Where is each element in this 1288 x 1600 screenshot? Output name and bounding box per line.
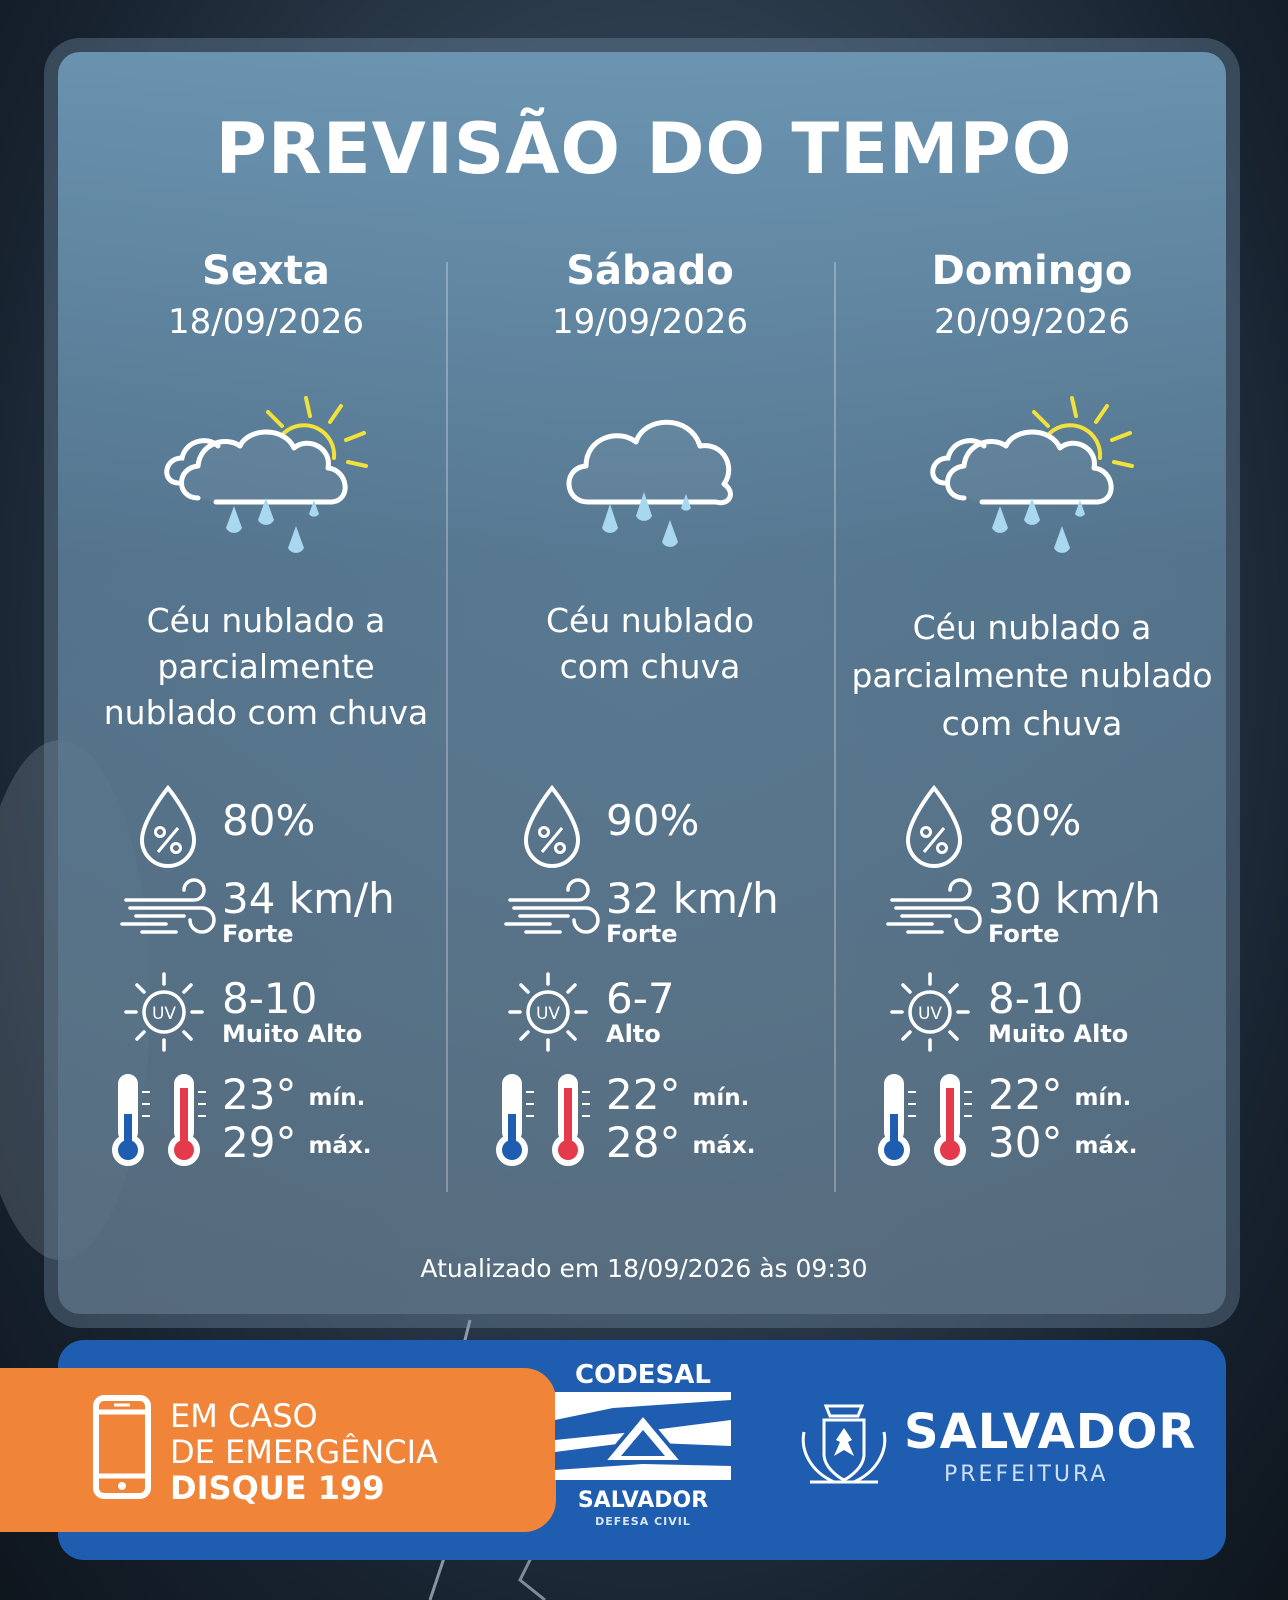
salvador-logo-subtitle: PREFEITURA <box>944 1462 1109 1487</box>
temp-max-label: máx. <box>692 1132 756 1159</box>
wind-icon <box>886 878 982 934</box>
humidity-metric: 80% <box>106 782 446 872</box>
day-column: Sábado 19/09/2026 Céu nublado com chuva … <box>460 248 840 1166</box>
uv-index-value: 6-7 <box>606 974 675 1023</box>
codesal-logo-city: SALVADOR <box>577 1488 709 1513</box>
temp-max-row: 28° máx. <box>606 1120 756 1169</box>
humidity-metric: 90% <box>490 782 830 872</box>
wind-icon <box>120 878 216 934</box>
prefeitura-salvador-logo: SALVADOR PREFEITURA <box>794 1392 1195 1496</box>
temperature-metric: 23° mín. 29° máx. <box>106 1070 446 1170</box>
uv-metric: UV 8-10 Muito Alto <box>872 970 1212 1060</box>
wind-label: Forte <box>606 920 678 948</box>
uv-label: Muito Alto <box>988 1020 1129 1048</box>
temp-max-label: máx. <box>1074 1132 1138 1159</box>
wind-metric: 34 km/h Forte <box>106 870 446 960</box>
temp-max-row: 30° máx. <box>988 1120 1138 1169</box>
wind-metric: 32 km/h Forte <box>490 870 830 960</box>
thermometer-icon <box>496 1074 590 1166</box>
defesa-civil-emblem-icon <box>555 1392 731 1480</box>
day-description: Céu nublado com chuva <box>545 601 755 686</box>
humidity-value: 90% <box>606 796 700 845</box>
temp-min-label: mín. <box>308 1084 366 1111</box>
day-column: Sexta 18/09/2026 Céu nublado a parcialme… <box>76 248 456 1166</box>
day-name: Sábado <box>566 248 734 294</box>
humidity-drop-icon <box>523 784 581 868</box>
emergency-phone-number: DISQUE 199 <box>170 1469 385 1507</box>
temperature-metric: 22° mín. 30° máx. <box>872 1070 1212 1170</box>
wind-label: Forte <box>988 920 1060 948</box>
wind-speed-value: 34 km/h <box>222 874 395 923</box>
uv-sun-icon: UV <box>890 972 970 1052</box>
page-title: PREVISÃO DO TEMPO <box>215 108 1073 190</box>
uv-sun-icon: UV <box>508 972 588 1052</box>
salvador-logo-name: SALVADOR <box>904 1404 1197 1460</box>
wind-label: Forte <box>222 920 294 948</box>
temp-min-label: mín. <box>692 1084 750 1111</box>
humidity-value: 80% <box>988 796 1082 845</box>
cloud-sun-rain-icon <box>164 396 368 553</box>
humidity-drop-icon <box>139 784 197 868</box>
wind-metric: 30 km/h Forte <box>872 870 1212 960</box>
temperature-metric: 22° mín. 28° máx. <box>490 1070 830 1170</box>
day-name: Sexta <box>202 248 330 294</box>
updated-timestamp: Atualizado em 18/09/2026 às 09:30 <box>420 1254 868 1283</box>
thermometer-icon <box>112 1074 206 1166</box>
smartphone-icon <box>93 1395 151 1499</box>
day-date: 19/09/2026 <box>552 302 748 342</box>
uv-icon-text: UV <box>536 1004 560 1024</box>
uv-index-value: 8-10 <box>988 974 1084 1023</box>
temp-min-value: 23° <box>222 1070 297 1119</box>
temp-min-row: 22° mín. <box>988 1072 1131 1121</box>
uv-sun-icon: UV <box>124 972 204 1052</box>
temp-max-row: 29° máx. <box>222 1120 372 1169</box>
emergency-call-banner[interactable]: EM CASO DE EMERGÊNCIA DISQUE 199 <box>0 1368 556 1532</box>
codesal-logo: CODESAL SALVADOR DEFESA CIVIL <box>548 1360 738 1528</box>
temp-max-label: máx. <box>308 1132 372 1159</box>
day-description: Céu nublado a parcialmente nublado com c… <box>851 608 1213 743</box>
temp-min-value: 22° <box>606 1070 681 1119</box>
emergency-line-1: EM CASO <box>170 1397 318 1435</box>
uv-metric: UV 6-7 Alto <box>490 970 830 1060</box>
temp-max-value: 30° <box>988 1118 1063 1167</box>
wind-speed-value: 30 km/h <box>988 874 1161 923</box>
day-date: 20/09/2026 <box>934 302 1130 342</box>
temp-min-value: 22° <box>988 1070 1063 1119</box>
day-description: Céu nublado a parcialmente nublado com c… <box>103 601 429 732</box>
temp-min-row: 23° mín. <box>222 1072 365 1121</box>
emergency-text: EM CASO DE EMERGÊNCIA DISQUE 199 <box>170 1398 438 1506</box>
column-divider <box>446 262 448 1192</box>
cloud-sun-rain-icon <box>930 396 1134 553</box>
temp-min-row: 22° mín. <box>606 1072 749 1121</box>
uv-label: Muito Alto <box>222 1020 363 1048</box>
humidity-metric: 80% <box>872 782 1212 872</box>
humidity-value: 80% <box>222 796 316 845</box>
day-date: 18/09/2026 <box>168 302 364 342</box>
salvador-coat-of-arms-icon <box>801 1404 887 1484</box>
temp-max-value: 28° <box>606 1118 681 1167</box>
wind-icon <box>504 878 600 934</box>
uv-icon-text: UV <box>918 1004 942 1024</box>
forecast-panel <box>58 52 1226 1314</box>
humidity-drop-icon <box>905 784 963 868</box>
wind-speed-value: 32 km/h <box>606 874 779 923</box>
uv-metric: UV 8-10 Muito Alto <box>106 970 446 1060</box>
day-name: Domingo <box>931 248 1133 294</box>
thermometer-icon <box>878 1074 972 1166</box>
uv-label: Alto <box>606 1020 661 1048</box>
codesal-logo-title: CODESAL <box>575 1360 711 1390</box>
uv-index-value: 8-10 <box>222 974 318 1023</box>
emergency-line-2: DE EMERGÊNCIA <box>170 1433 438 1471</box>
temp-max-value: 29° <box>222 1118 297 1167</box>
day-column: Domingo 20/09/2026 Céu nublado a parcial… <box>842 248 1222 1166</box>
uv-icon-text: UV <box>152 1004 176 1024</box>
footer-banner: EM CASO DE EMERGÊNCIA DISQUE 199 CODESAL… <box>0 1340 1226 1560</box>
column-divider <box>834 262 836 1192</box>
cloud-rain-icon <box>566 419 733 547</box>
temp-min-label: mín. <box>1074 1084 1132 1111</box>
codesal-logo-subtitle: DEFESA CIVIL <box>595 1515 691 1528</box>
